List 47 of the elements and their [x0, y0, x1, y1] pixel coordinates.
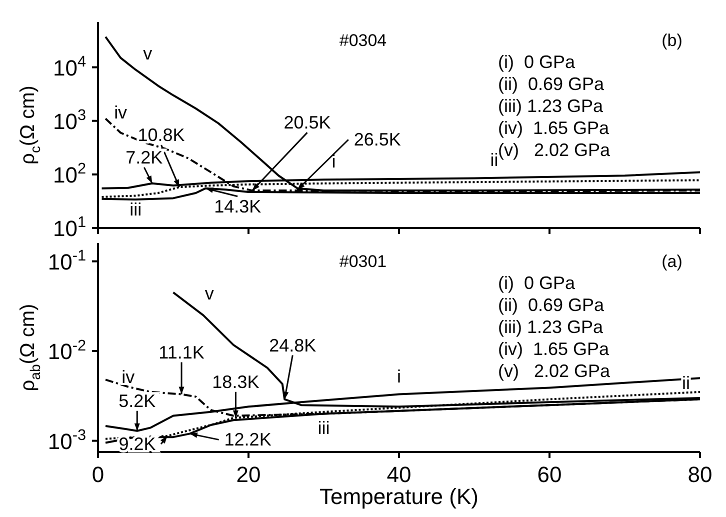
series-label: iv — [122, 366, 135, 387]
y-tick-label: 10$^{2}$ — [52, 160, 86, 188]
series-label: v — [143, 44, 152, 64]
legend-label: iii — [130, 200, 142, 220]
annotation: #0301 — [339, 252, 387, 271]
x-tick-label: 60 — [537, 462, 562, 487]
annotation: (ii) 0.69 GPa — [498, 74, 606, 94]
x-tick-label: 80 — [688, 462, 712, 487]
annotation: 20.5K — [284, 112, 331, 133]
annotation: (ii) 0.69 GPa — [498, 295, 606, 315]
y-tick-label: 10$^{4}$ — [52, 53, 86, 80]
series-label: i — [332, 152, 336, 172]
series-label: ii — [490, 150, 498, 170]
annotation: 11.1K — [158, 342, 204, 362]
annotation: 7.2K — [126, 147, 163, 168]
x-axis-title: Temperature (K) — [320, 484, 478, 509]
x-tick-label: 0 — [92, 462, 104, 487]
annotation: (a) — [662, 252, 682, 271]
series-label: iv — [114, 102, 128, 123]
annotation: (i) 0 GPa — [498, 273, 576, 293]
annotation: 18.3K — [212, 372, 260, 392]
annotation: (iv) 1.65 GPa — [498, 118, 610, 138]
series-label: i — [397, 366, 401, 386]
annotation: (b) — [662, 31, 682, 50]
x-tick-label: 20 — [236, 462, 261, 487]
annotation: (iii) 1.23 GPa — [498, 96, 604, 116]
annotation: 12.2K — [224, 430, 272, 450]
annotation: (iv) 1.65 GPa — [498, 339, 610, 359]
annotation: #0304 — [339, 31, 387, 50]
y-tick-label: 10$^{-2}$ — [48, 337, 86, 364]
annotation: 10.8K — [138, 125, 185, 146]
annotation: 26.5K — [354, 130, 401, 150]
annotation: (v) 2.02 GPa — [498, 140, 612, 160]
annotation: 5.2K — [118, 390, 156, 411]
x-tick-label: 40 — [386, 462, 412, 487]
series-label: iii — [318, 418, 330, 438]
y-tick-label: 10$^{1}$ — [52, 214, 86, 241]
annotation: (iii) 1.23 GPa — [498, 317, 604, 337]
annotation: 9.2K — [118, 434, 156, 454]
y-tick-label: 10$^{-3}$ — [48, 426, 86, 454]
series-label: v — [204, 283, 214, 304]
y-tick-label: 10$^{-1}$ — [48, 248, 86, 274]
annotation: (i) 0 GPa — [498, 52, 576, 72]
annotation: 14.3K — [214, 196, 262, 216]
annotation: 24.8K — [269, 335, 316, 356]
annotation: (v) 2.02 GPa — [498, 361, 612, 381]
y-tick-label: 10$^{3}$ — [52, 107, 86, 134]
